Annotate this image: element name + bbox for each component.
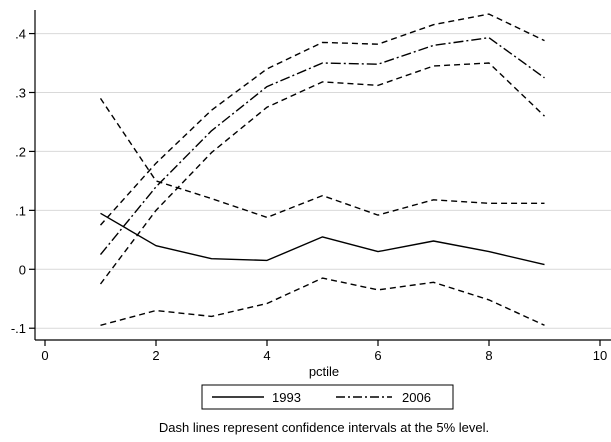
y-tick-label-0: -.1 [11,321,26,336]
series-lines [99,13,545,326]
series-line-1993-upper-ci [99,98,545,219]
x-tick-label-3: 6 [374,348,381,363]
y-tick-label-2: .1 [15,203,26,218]
series-line-1993 [100,212,545,266]
legend-label-2006: 2006 [402,390,431,405]
x-tick-label-4: 8 [485,348,492,363]
x-tick-label-5: 10 [593,348,607,363]
series-line-2006-lower-ci [99,62,545,285]
x-axis-title: pctile [309,364,339,379]
y-tick-label-4: .3 [15,86,26,101]
y-tick-label-5: .4 [15,27,26,42]
x-tick-label-0: 0 [41,348,48,363]
series-line-2006 [99,37,545,256]
x-tick-label-2: 4 [263,348,270,363]
legend-label-1993: 1993 [272,390,301,405]
tick-marks-and-labels: -.1 0 .1 .2 .3 .4 0 2 4 6 8 10 [11,27,607,363]
chart-note: Dash lines represent confidence interval… [159,420,489,435]
legend: 1993 2006 [201,384,454,410]
series-line-1993-lower-ci [100,277,545,326]
y-tick-label-3: .2 [15,144,26,159]
axes [34,10,611,341]
gridlines [35,33,611,329]
y-tick-label-1: 0 [19,262,26,277]
x-tick-label-1: 2 [152,348,159,363]
series-line-2006-upper-ci [99,13,545,226]
